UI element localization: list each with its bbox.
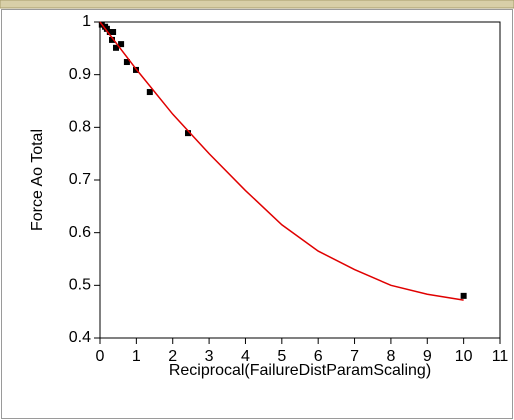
point (106, 29, 113, 36)
title-strip (0, 0, 514, 9)
y-tick-label: 0.7 (69, 171, 91, 188)
point (123, 59, 130, 66)
point (146, 89, 153, 96)
point (460, 292, 467, 299)
y-tick-label: 0.5 (69, 277, 91, 294)
x-tick-label: 6 (314, 348, 323, 365)
x-tick-label: 2 (168, 348, 177, 365)
y-axis-label: Force Ao Total (29, 129, 46, 231)
x-tick-label: 0 (96, 348, 105, 365)
x-tick-label: 10 (455, 348, 473, 365)
x-tick-label: 9 (423, 348, 432, 365)
x-tick-label: 5 (277, 348, 286, 365)
y-tick-label: 0.6 (69, 224, 91, 241)
y-tick-label: 0.8 (69, 119, 91, 136)
x-tick-label: 3 (205, 348, 214, 365)
frame (1, 9, 513, 419)
x-tick-label: 4 (241, 348, 250, 365)
y-tick-label: 0.4 (69, 329, 91, 346)
fit-line (99, 21, 464, 301)
point (109, 36, 115, 43)
x-axis-label: Reciprocal(FailureDistParamScaling) (169, 362, 431, 379)
x-tick-label: 7 (350, 348, 359, 365)
point (185, 130, 191, 137)
point (103, 25, 110, 32)
y-tick-label: 1 (82, 13, 91, 30)
y-tick-label: 0.9 (69, 66, 91, 83)
x-tick-label: 11 (492, 348, 509, 365)
point (110, 29, 117, 36)
point (118, 41, 125, 48)
point (113, 44, 119, 51)
x-tick-label: 8 (386, 348, 395, 365)
x-tick-label: 1 (132, 348, 141, 365)
